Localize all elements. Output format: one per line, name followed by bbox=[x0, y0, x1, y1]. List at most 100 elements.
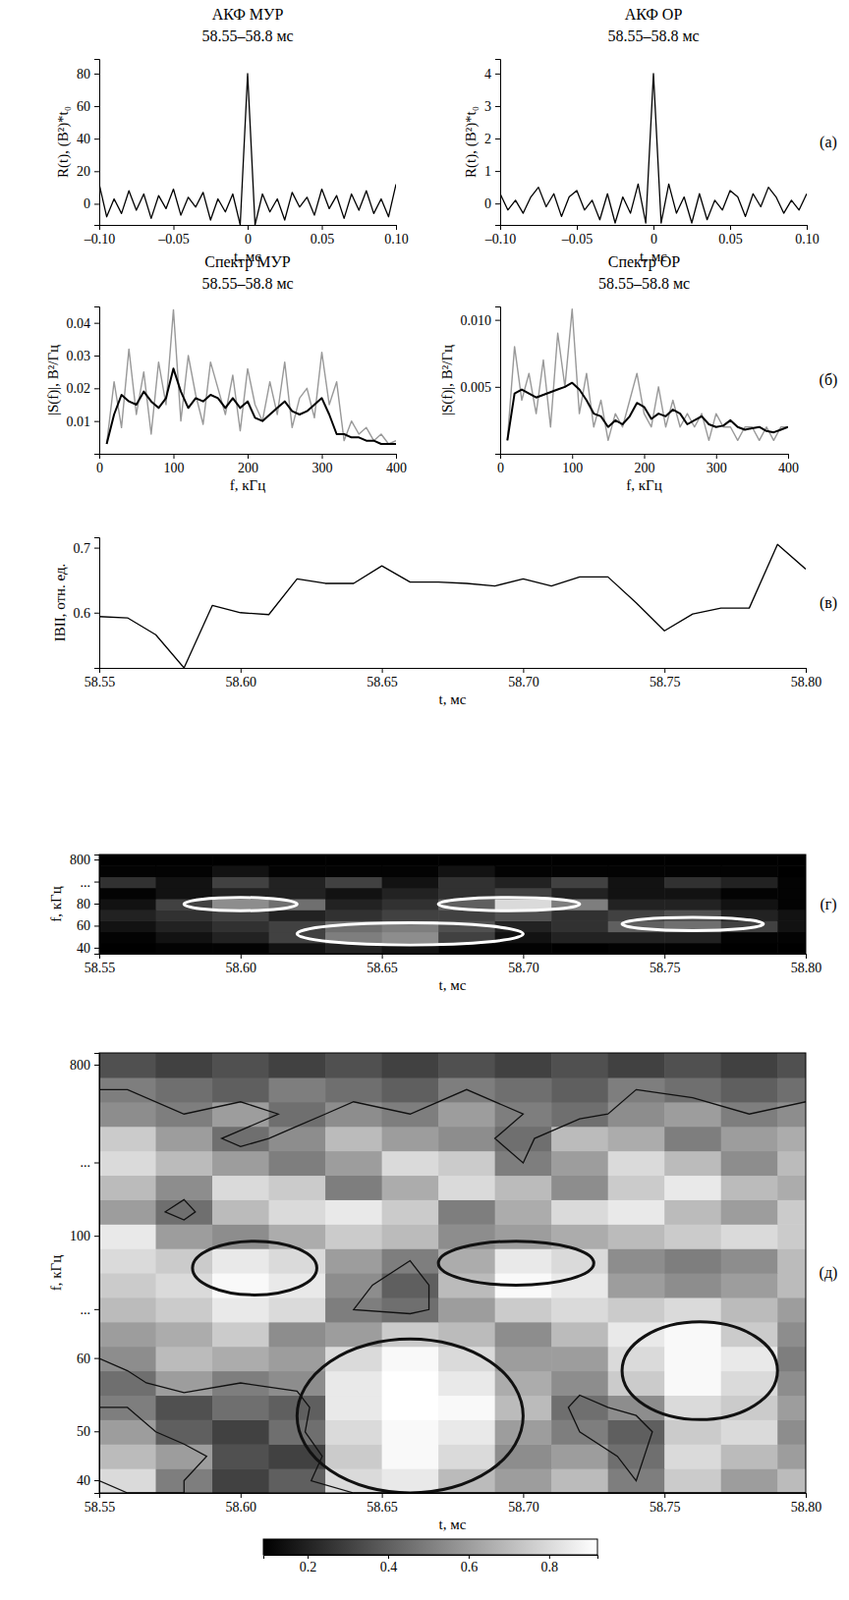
tick-label: 58.60 bbox=[226, 961, 257, 976]
tick-label: 58.75 bbox=[649, 1500, 681, 1516]
highlight-ellipse bbox=[183, 898, 297, 911]
heatmap-cell bbox=[325, 1151, 383, 1177]
heatmap-cell bbox=[664, 1102, 722, 1128]
heatmap-cell bbox=[721, 1298, 779, 1323]
tick-label: 60 bbox=[76, 918, 91, 934]
tick: 0.10 bbox=[384, 225, 409, 247]
tick-mark bbox=[94, 1236, 100, 1238]
tick-mark bbox=[396, 225, 397, 230]
tick: 0.10 bbox=[794, 225, 820, 247]
tick-mark bbox=[240, 668, 242, 674]
heatmap-cell bbox=[551, 888, 609, 901]
x-axis: –0.10–0.0500.050.10 bbox=[83, 225, 409, 247]
tick: –0.10 bbox=[83, 225, 116, 247]
heatmap-cell bbox=[269, 1469, 327, 1494]
heatmap-cell bbox=[156, 1151, 214, 1177]
axis-line bbox=[501, 226, 808, 231]
heatmap-cell bbox=[777, 943, 806, 955]
y-axis-title: R(t), (В²)*t₀ bbox=[55, 106, 72, 178]
heatmap-cell bbox=[156, 1224, 214, 1249]
heatmap-cell bbox=[608, 888, 666, 901]
heatmap-cell bbox=[721, 865, 779, 878]
heatmap-cell bbox=[495, 1347, 553, 1372]
tick: 0.02 bbox=[66, 381, 101, 397]
tick: 58.75 bbox=[649, 954, 681, 976]
y-axis: 406080...800 bbox=[69, 852, 101, 957]
tick-label: 100 bbox=[164, 460, 185, 476]
y-axis: 0.010.020.030.04 bbox=[66, 307, 101, 455]
heatmap-cell bbox=[325, 1273, 383, 1299]
tick-mark bbox=[94, 106, 100, 108]
heatmap-cell bbox=[608, 1444, 666, 1470]
tick-mark bbox=[716, 453, 718, 459]
y-axis-title: R(t), (В²)*t₀ bbox=[462, 106, 480, 178]
tick-mark bbox=[805, 1493, 807, 1499]
tick-label: 40 bbox=[76, 941, 91, 957]
heatmap-cell bbox=[777, 932, 806, 945]
heatmap-cell bbox=[664, 899, 722, 911]
tick: 20 bbox=[76, 164, 100, 179]
axis-line bbox=[495, 59, 502, 227]
heatmap-cell bbox=[721, 1444, 779, 1470]
tick: 50 bbox=[76, 1424, 100, 1440]
tick-mark bbox=[94, 388, 100, 390]
heatmap-cell bbox=[551, 1469, 609, 1494]
heatmap-cell bbox=[551, 865, 609, 878]
heatmap-cell bbox=[99, 1419, 157, 1445]
tick-label: 58.60 bbox=[226, 1500, 257, 1516]
tick-mark bbox=[94, 1358, 100, 1360]
tick-label: 58.55 bbox=[84, 675, 116, 690]
heatmap-cell bbox=[438, 1053, 496, 1078]
tick: 300 bbox=[312, 453, 334, 476]
tick-label: 0.005 bbox=[460, 380, 493, 396]
panel-label: (б) bbox=[819, 371, 839, 390]
tick: ... bbox=[80, 875, 101, 891]
tick-label: 1 bbox=[484, 164, 492, 179]
heatmap-cell bbox=[99, 888, 157, 901]
heatmap-cell bbox=[212, 1053, 270, 1078]
data-line bbox=[107, 309, 397, 445]
x-axis-title: t, мс bbox=[439, 977, 467, 994]
heatmap-cell bbox=[495, 1469, 553, 1494]
heatmap-cell bbox=[664, 1077, 722, 1103]
heatmap-cell bbox=[777, 1127, 806, 1152]
heatmap-cell bbox=[551, 1248, 609, 1274]
axis-line bbox=[100, 454, 397, 460]
tick: 58.70 bbox=[508, 668, 540, 690]
tick-mark bbox=[94, 421, 100, 423]
tick-mark bbox=[322, 453, 324, 459]
tick-mark bbox=[94, 1065, 100, 1067]
panel-label: (д) bbox=[819, 1264, 839, 1283]
heatmap-cell bbox=[777, 1224, 806, 1249]
highlight-ellipse bbox=[438, 898, 580, 911]
heatmap-cell bbox=[325, 1077, 383, 1103]
heatmap-cell bbox=[664, 1053, 722, 1078]
x-axis-title: f, кГц bbox=[229, 477, 266, 494]
heatmap-cell bbox=[438, 865, 496, 878]
heatmap-cell bbox=[382, 1419, 440, 1445]
y-axis-title: f, кГц bbox=[48, 1255, 64, 1292]
heatmap-cell bbox=[212, 1322, 270, 1348]
heatmap-cell bbox=[608, 854, 666, 867]
tick-mark bbox=[805, 954, 807, 960]
heatmap-cell bbox=[777, 1102, 806, 1128]
tick-label: 300 bbox=[706, 460, 728, 476]
tick-label: 0 bbox=[650, 231, 658, 247]
tick: 0.03 bbox=[66, 348, 101, 364]
chart-title: АКФ МУР bbox=[212, 5, 284, 23]
tick-mark bbox=[94, 548, 100, 550]
heatmap-cell bbox=[212, 854, 270, 867]
tick: 0 bbox=[497, 453, 505, 476]
tick-label: 0.2 bbox=[299, 1560, 318, 1576]
tick-mark bbox=[571, 453, 573, 459]
tick: 0.01 bbox=[66, 414, 101, 430]
heatmap-cell bbox=[664, 888, 722, 901]
panel-label: (в) bbox=[819, 594, 838, 613]
tick-mark bbox=[94, 355, 100, 357]
tick: 400 bbox=[778, 453, 799, 476]
heatmap-cell bbox=[382, 1273, 440, 1299]
tick-mark bbox=[468, 1555, 470, 1560]
tick-mark bbox=[522, 954, 524, 960]
heatmap-cell bbox=[664, 1127, 722, 1152]
heatmap-cell bbox=[325, 1053, 383, 1078]
